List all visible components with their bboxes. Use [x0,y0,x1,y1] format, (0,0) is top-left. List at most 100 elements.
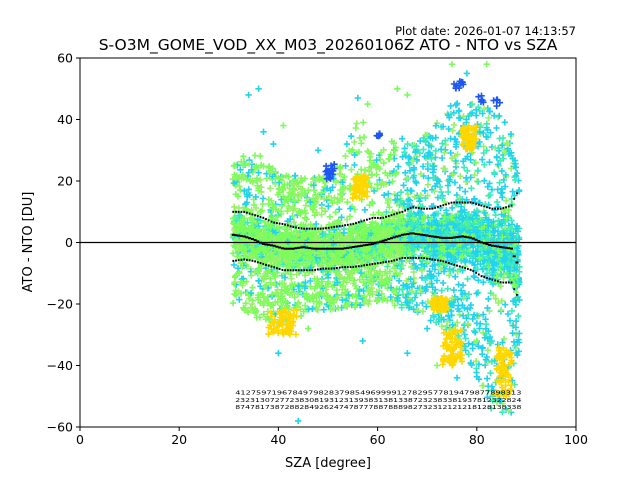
data-point [380,159,387,167]
data-point [481,209,488,217]
data-point [267,185,274,192]
data-point [424,259,431,266]
data-point [247,214,254,222]
data-point [498,167,506,175]
data-point [469,315,476,323]
data-point [258,207,266,214]
data-point [370,211,377,218]
data-point [516,236,523,243]
data-point [291,222,299,229]
data-point [472,329,479,336]
data-point [249,284,256,291]
data-point [413,179,420,187]
data-point [358,140,365,147]
data-point [502,218,509,225]
data-point [431,247,438,255]
data-point [464,167,471,174]
data-point [471,274,478,281]
data-point [501,265,508,273]
data-point [456,311,463,318]
data-point [416,198,423,205]
data-point [438,188,445,196]
data-point [488,219,495,226]
data-point [498,211,505,218]
data-point [454,210,461,217]
data-point [463,174,470,182]
data-point [461,331,468,338]
data-point [399,135,406,142]
data-point [488,279,495,286]
data-point [456,184,463,191]
data-point [500,230,507,237]
data-point [326,213,334,220]
data-point [395,163,402,170]
data-point [431,211,438,218]
data-point [229,250,237,257]
data-point [507,230,514,237]
data-point [468,185,475,192]
data-point [462,188,469,195]
data-point [445,188,452,196]
data-point [288,275,295,282]
data-point [361,206,369,213]
data-point [348,133,355,140]
data-point [495,217,502,224]
data-point [455,249,462,256]
data-point [450,286,457,294]
data-point [240,153,247,160]
data-point [448,204,456,212]
data-point [474,242,481,250]
data-point [245,238,252,245]
data-point [248,272,255,279]
data-point [343,140,351,148]
data-point [464,275,471,283]
data-point [446,272,453,279]
data-point [372,220,379,227]
data-point [501,119,508,126]
data-point [454,220,461,227]
data-point [451,179,459,186]
data-point [438,323,446,330]
data-point [508,307,516,315]
data-point [430,163,437,170]
data-point [444,285,451,292]
data-point [230,162,238,169]
data-point [386,155,393,163]
data-point [508,217,515,224]
data-point [363,254,370,262]
data-point [502,197,510,204]
data-point [484,375,491,382]
data-point [509,234,516,241]
data-point [373,171,380,178]
data-point [363,227,371,234]
data-point [251,152,259,159]
data-point [447,149,454,157]
data-point [474,258,481,265]
data-point [488,383,496,390]
data-point [419,308,427,315]
data-point [496,135,503,142]
data-point [493,198,501,206]
data-point [292,331,300,338]
data-point [381,218,388,225]
data-point [447,102,454,110]
data-point [502,301,509,308]
data-point [438,287,445,294]
data-point [432,134,439,141]
data-point [443,207,450,214]
data-point [351,161,358,169]
data-point [455,302,462,309]
data-point [384,263,391,270]
data-point [397,189,405,196]
data-point [473,369,480,376]
data-point [490,228,497,235]
data-point [470,273,477,280]
data-point [470,244,477,251]
data-point [475,178,482,185]
data-point [259,200,266,208]
data-point [446,218,453,225]
data-point [400,182,407,189]
data-point [344,199,351,206]
data-point [457,173,464,180]
data-point [405,225,413,232]
